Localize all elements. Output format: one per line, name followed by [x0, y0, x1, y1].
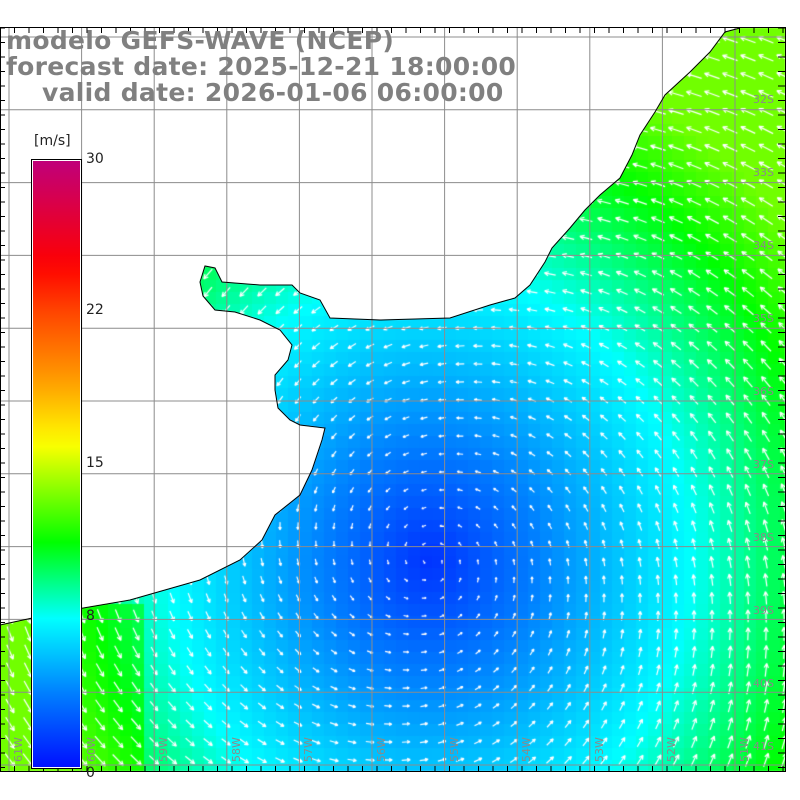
longitude-label: 53W	[592, 737, 606, 762]
title-model: modelo GEFS-WAVE (NCEP)	[6, 26, 395, 55]
latitude-label: 34S	[753, 239, 774, 252]
longitude-label: 59W	[157, 737, 171, 762]
longitude-label: 60W	[84, 737, 98, 762]
latitude-label: 40S	[753, 677, 774, 690]
longitude-label: 56W	[375, 737, 388, 762]
longitude-label: 54W	[520, 737, 534, 762]
map-frame	[0, 27, 786, 772]
colorbar-tick: 15	[86, 455, 104, 471]
colorbar-tick: 30	[86, 151, 104, 167]
latitude-label: 33S	[753, 166, 774, 179]
colorbar-tick: 0	[86, 765, 95, 781]
longitude-label: 51W	[738, 737, 751, 762]
longitude-label: 58W	[229, 737, 243, 762]
latitude-label: 37S	[753, 458, 774, 471]
colorbar-unit: [m/s]	[34, 133, 71, 149]
latitude-label: 41S	[753, 740, 774, 753]
latitude-label: 39S	[753, 604, 774, 617]
coastline	[0, 27, 741, 626]
longitude-label: 55W	[447, 737, 461, 762]
colorbar	[31, 159, 82, 769]
latitude-label: 38S	[753, 531, 774, 544]
longitude-label: 57W	[302, 737, 316, 762]
colorbar-tick: 8	[86, 608, 95, 624]
title-valid-date: valid date: 2026-01-06 06:00:00	[6, 78, 504, 107]
latitude-label: 36S	[753, 385, 774, 398]
colorbar-tick: 22	[86, 302, 104, 318]
latitude-label: 32S	[753, 93, 774, 106]
latitude-label: 35S	[753, 312, 774, 325]
title-forecast-date: forecast date: 2025-12-21 18:00:00	[6, 52, 517, 81]
longitude-label: 61W	[12, 737, 25, 762]
longitude-label: 52W	[665, 737, 679, 762]
